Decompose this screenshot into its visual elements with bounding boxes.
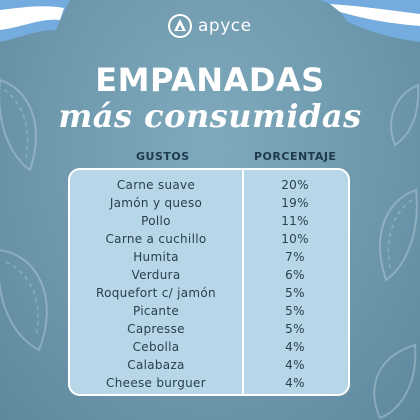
apyce-logo-icon: [168, 14, 192, 38]
empanada-illustration-left-bottom: [0, 249, 48, 352]
argentina-flag-right: [320, 0, 420, 42]
logo-text: apyce: [198, 16, 252, 36]
apyce-logo: apyce: [168, 14, 252, 38]
table-row: Carne suave 20%: [70, 176, 348, 194]
table-row: Calabaza 4%: [70, 356, 348, 374]
row-gusto: Cheese burguer: [106, 376, 206, 390]
row-gusto: Picante: [132, 304, 180, 318]
argentina-flag-left: [0, 0, 70, 42]
empanada-illustration-right-bottom: [373, 343, 417, 420]
row-gusto: Carne a cuchillo: [105, 232, 207, 246]
table-rows: Carne suave 20% Jamón y queso 19% Pollo …: [70, 176, 348, 392]
row-gusto: Calabaza: [127, 358, 185, 372]
empanada-illustration-left-top: [0, 78, 37, 172]
row-porcentaje: 4%: [285, 376, 305, 390]
row-porcentaje: 6%: [285, 268, 305, 282]
row-porcentaje: 20%: [281, 178, 309, 192]
table-row: Roquefort c/ jamón 5%: [70, 284, 348, 302]
row-gusto: Verdura: [131, 268, 181, 282]
empanada-illustration-right-top: [390, 83, 420, 147]
row-porcentaje: 10%: [281, 232, 309, 246]
consumption-table: Carne suave 20% Jamón y queso 19% Pollo …: [68, 168, 350, 396]
row-porcentaje: 19%: [281, 196, 309, 210]
row-porcentaje: 11%: [281, 214, 309, 228]
row-gusto: Roquefort c/ jamón: [96, 286, 216, 300]
column-divider: [242, 170, 244, 394]
column-header-gustos: GUSTOS: [136, 150, 190, 163]
table-row: Pollo 11%: [70, 212, 348, 230]
row-porcentaje: 7%: [285, 250, 305, 264]
column-header-porcentaje: PORCENTAJE: [254, 150, 337, 163]
row-porcentaje: 5%: [285, 322, 305, 336]
table-row: Cheese burguer 4%: [70, 374, 348, 392]
row-porcentaje: 5%: [285, 286, 305, 300]
row-porcentaje: 4%: [285, 340, 305, 354]
page-subtitle: más consumidas: [58, 97, 362, 135]
row-gusto: Capresse: [127, 322, 185, 336]
row-porcentaje: 5%: [285, 304, 305, 318]
table-row: Cebolla 4%: [70, 338, 348, 356]
table-row: Picante 5%: [70, 302, 348, 320]
row-gusto: Carne suave: [116, 178, 196, 192]
row-gusto: Cebolla: [132, 340, 180, 354]
page-title: EMPANADAS: [95, 61, 325, 99]
table-row: Jamón y queso 19%: [70, 194, 348, 212]
empanada-illustration-right-middle: [379, 188, 418, 282]
table-row: Carne a cuchillo 10%: [70, 230, 348, 248]
row-gusto: Jamón y queso: [109, 196, 203, 210]
row-gusto: Humita: [133, 250, 179, 264]
table-row: Capresse 5%: [70, 320, 348, 338]
table-row: Humita 7%: [70, 248, 348, 266]
row-porcentaje: 4%: [285, 358, 305, 372]
row-gusto: Pollo: [141, 214, 171, 228]
table-row: Verdura 6%: [70, 266, 348, 284]
